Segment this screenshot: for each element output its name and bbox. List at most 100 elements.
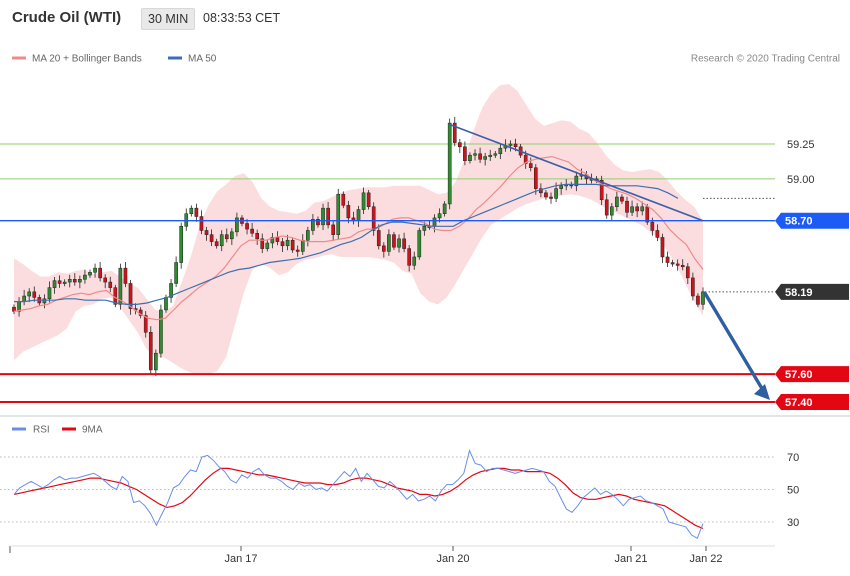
bollinger-fill [14,84,703,375]
support_1-price-tag: 57.60 [775,366,849,383]
candle-up [62,281,67,284]
forecast-arrow-shaft [703,291,766,394]
candle-down [655,230,660,238]
candle-up [361,192,366,210]
candle-down [376,230,381,247]
price-tag-bg [775,212,849,229]
rsi-ma9-line [13,467,704,530]
candle-up [169,283,173,298]
candle-up [164,297,168,311]
candle-up [88,272,92,276]
research-credit: Research © 2020 Trading Central [691,54,840,65]
candle-down [660,237,665,258]
candle-down [392,234,396,248]
candle-down [32,291,37,298]
timestamp: 08:33:53 CET [203,11,281,25]
candle-down [250,228,254,234]
candle-up [179,226,184,263]
candle-up [397,238,401,248]
main-legend: MA 20 + Bollinger Bands MA 50 Research ©… [12,54,840,65]
candle-up [412,256,417,266]
candle-down [402,238,406,249]
candle-up [574,175,579,187]
timeframe-badge[interactable]: 30 MIN [141,8,196,30]
candle-down [123,267,128,284]
candle-down [290,239,295,251]
candle-up [336,193,341,235]
candle-up [701,291,705,305]
candle-up [508,143,513,146]
candle-up [483,156,487,160]
candle-down [452,122,457,143]
ma20-line [13,155,704,321]
rsi-legend-label: RSI [33,425,50,436]
candle-up [387,234,391,252]
candle-up [311,219,315,231]
candle-down [635,206,639,212]
candle-down [670,262,675,265]
candle-up [442,203,447,214]
candle-down [108,281,113,288]
candle-up [640,206,645,212]
candle-up [285,239,290,247]
candle-down [214,241,219,247]
moving-averages [13,155,704,321]
candle-up [615,196,619,208]
candle-down [675,263,680,266]
candle-down [255,233,259,240]
candle-up [270,237,275,244]
rsi-tick-label: 70 [787,452,799,464]
candle-down [57,280,62,284]
candle-up [159,309,163,354]
candle-down [458,142,462,148]
candle-down [625,200,629,213]
candle-up [52,280,57,288]
candle-up [118,267,123,305]
candle-down [523,154,528,164]
candle-up [432,217,437,227]
candle-down [528,163,533,168]
candle-down [72,279,77,283]
rsi-tick-label: 50 [787,485,799,497]
candle-up [609,206,614,216]
candle-up [356,209,361,221]
candle-up [184,213,189,227]
candle-up [93,267,97,273]
x-tick-label: Jan 22 [689,553,722,565]
candle-up [42,298,47,304]
candle-down [533,167,538,189]
current-price-tag: 58.19 [775,283,849,300]
candle-down [544,192,548,198]
candle-down [331,224,335,235]
candle-down [463,146,467,161]
candle-up [630,206,634,213]
candle-down [691,277,695,297]
candle-down [194,207,199,217]
candle-down [680,265,685,268]
candle-down [604,199,609,216]
candle-up [78,279,82,283]
candle-down [346,205,351,219]
candle-down [650,221,655,231]
candle-down [685,266,690,279]
y-tick-label: 59.25 [787,139,815,151]
candle-up [230,231,234,240]
ma50-legend-label: MA 50 [188,54,217,65]
candle-up [437,213,442,219]
candle-up [493,153,498,156]
candle-up [174,262,178,284]
candle-down [103,277,108,283]
candle-down [478,153,482,160]
candle-down [209,234,214,242]
candle-down [599,180,604,201]
candle-up [235,217,239,233]
rsi-line [13,448,704,540]
candle-up [447,122,452,205]
price-tag-bg [775,283,849,300]
candle-up [417,230,422,258]
bollinger-bands [14,84,703,375]
x-axis: Jan 17 Jan 20 Jan 21 Jan 22 [9,545,775,565]
candle-down [696,295,700,305]
price-levels: 58.70 58.19 57.60 57.40 [0,197,849,410]
